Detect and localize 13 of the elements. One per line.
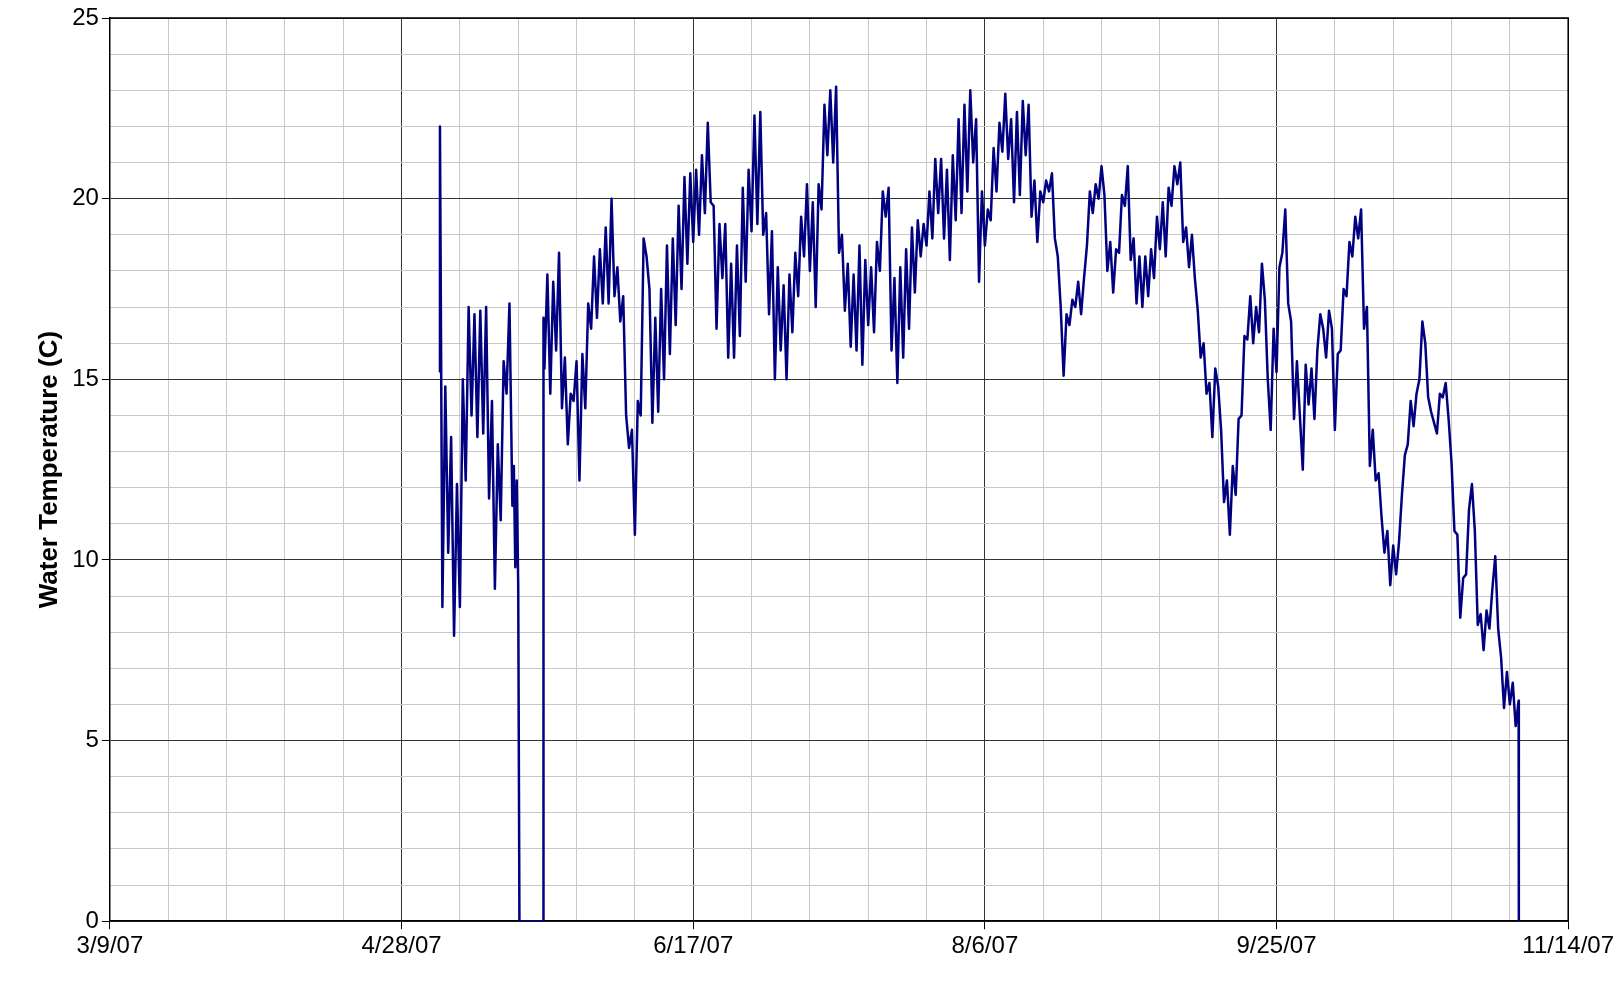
x-tick-label: 6/17/07 [653, 931, 734, 959]
y-tick-label: 5 [85, 725, 99, 753]
x-tick-label: 3/9/07 [76, 931, 144, 959]
y-tick-label: 25 [72, 2, 99, 30]
x-tick-label: 4/28/07 [361, 931, 442, 959]
x-tick-label: 11/14/07 [1522, 931, 1614, 959]
y-tick-label: 0 [85, 905, 99, 933]
y-axis-title: Water Temperature (C) [32, 330, 63, 609]
x-tick-label: 8/6/07 [951, 931, 1019, 959]
y-tick-label: 20 [72, 183, 99, 211]
y-tick-label: 15 [72, 363, 99, 391]
y-tick-label: 10 [72, 544, 99, 572]
x-tick-label: 9/25/07 [1236, 931, 1317, 959]
